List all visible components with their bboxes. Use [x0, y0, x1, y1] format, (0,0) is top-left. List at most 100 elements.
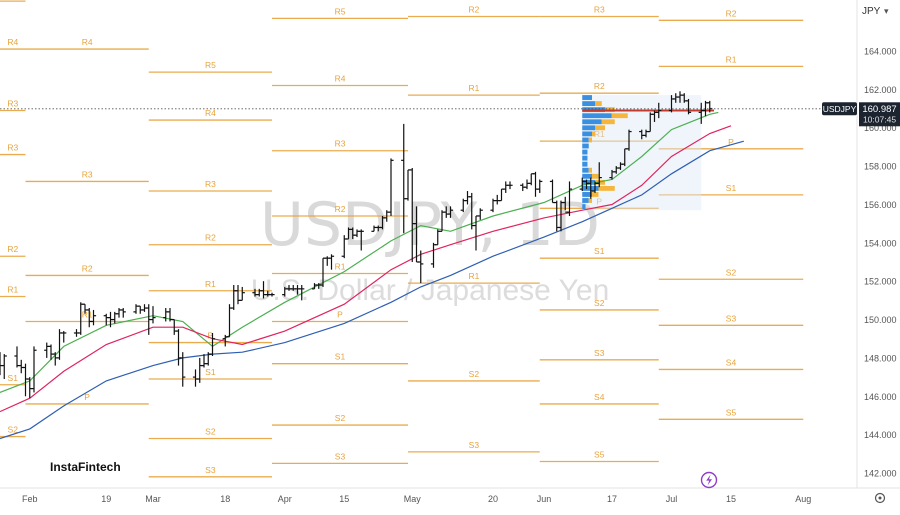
ohlc-bar: [163, 308, 169, 322]
ohlc-bar: [209, 332, 216, 356]
pivot-label: R1: [594, 129, 605, 139]
price-tick-label: 142.000: [864, 469, 897, 479]
pivot-label: S2: [469, 369, 480, 379]
volume-profile-bar: [595, 125, 605, 131]
pivot-label: R3: [7, 143, 18, 153]
ohlc-bar: [231, 285, 237, 310]
volume-profile-bar: [588, 137, 592, 143]
price-axis[interactable]: JPY ▾ 142.000 144.000 146.000 148.000 150.00…: [856, 0, 897, 488]
pivot-label: R3: [205, 179, 216, 189]
pivot-label: S1: [726, 183, 737, 193]
pivot-label: S4: [726, 357, 737, 367]
pivot-label: R1: [335, 262, 346, 272]
pivot-label: S1: [205, 367, 216, 377]
ohlc-bar: [418, 250, 424, 284]
volume-profile-bar: [592, 192, 599, 197]
volume-profile-bar: [582, 179, 596, 185]
ohlc-bar: [22, 363, 29, 397]
pivot-label: P: [337, 309, 343, 319]
pivot-label: R2: [468, 4, 479, 14]
volume-profile-bar: [582, 155, 588, 161]
volume-profile-bar: [582, 149, 588, 155]
time-tick-label: 19: [101, 494, 111, 504]
pivot-label: R1: [205, 279, 216, 289]
settings-gear-icon[interactable]: [874, 492, 886, 504]
ohlc-bar: [269, 292, 275, 297]
pivot-label: R2: [7, 244, 18, 254]
time-tick-label: Jun: [537, 494, 552, 504]
volume-profile-bar: [611, 113, 628, 119]
volume-profile-bar: [582, 173, 592, 179]
volume-profile-bar: [582, 204, 586, 209]
pivot-label: S2: [594, 298, 605, 308]
ohlc-bar: [537, 179, 543, 193]
volume-profile-bar: [595, 101, 602, 107]
ohlc-bar: [226, 304, 233, 338]
pivot-label: S4: [594, 392, 605, 402]
pivot-label: P: [596, 196, 602, 206]
pivot-label: S5: [726, 407, 737, 417]
price-tick-label: 146.000: [864, 392, 897, 402]
badge-countdown: 10:07:45: [863, 114, 896, 124]
lightning-event-icon[interactable]: [700, 471, 718, 489]
ohlc-bar: [44, 342, 50, 358]
badge-symbol-bg: [822, 102, 857, 116]
price-tick-label: 144.000: [864, 430, 897, 440]
ohlc-bar: [175, 329, 182, 366]
ohlc-bar: [1, 354, 7, 380]
price-tick-label: 158.000: [864, 162, 897, 172]
pivot-label: R1: [468, 83, 479, 93]
time-tick-label: Mar: [145, 494, 161, 504]
volume-profile-bar: [582, 119, 602, 125]
chevron-down-icon[interactable]: ▾: [884, 6, 889, 16]
time-tick-label: 15: [726, 494, 736, 504]
moving-average-line: [0, 111, 719, 393]
badge-price: 160.987: [862, 104, 896, 115]
volume-profile-bar: [582, 131, 592, 137]
ohlc-bar: [239, 286, 245, 301]
volume-profile-bar: [582, 101, 596, 107]
volume-profile-bar: [582, 125, 596, 131]
watermark-group: USDJPY, 1D U.S. Dollar / Japanese Yen: [251, 190, 610, 307]
pivot-label: S3: [726, 313, 737, 323]
time-tick-label: Jul: [666, 494, 678, 504]
volume-profile: [582, 95, 714, 211]
pivot-label: R4: [205, 108, 216, 118]
ohlc-bar: [566, 181, 573, 216]
ohlc-bar: [18, 359, 24, 374]
price-tick-label: 160.000: [864, 123, 897, 133]
time-tick-label: May: [404, 494, 422, 504]
pivot-label: R4: [82, 37, 93, 47]
ohlc-bar: [685, 98, 692, 115]
volume-profile-bar: [582, 95, 592, 100]
ohlc-bar: [358, 229, 364, 251]
pivot-label: R1: [7, 285, 18, 295]
ohlc-bar: [27, 377, 33, 399]
pivot-label: R4: [335, 74, 346, 84]
volume-profile-bar: [582, 113, 612, 119]
volume-profile-bar: [588, 167, 592, 173]
volume-profile-bar: [582, 143, 589, 149]
price-tick-label: 162.000: [864, 85, 897, 95]
pivot-label: R1: [726, 54, 737, 64]
pivot-label: S1: [594, 246, 605, 256]
ohlc-bar: [528, 173, 534, 186]
ohlc-bar: [14, 346, 20, 368]
time-tick-label: Feb: [22, 494, 38, 504]
brand-logo: InstaFintech: [50, 460, 121, 474]
ohlc-bar: [180, 352, 186, 387]
price-tick-label: 154.000: [864, 238, 897, 248]
pivot-label: S3: [335, 451, 346, 461]
volume-profile-bar: [601, 119, 615, 125]
pivot-label: P: [208, 331, 214, 341]
volume-profile-bar: [582, 137, 589, 143]
pivot-label: R2: [335, 204, 346, 214]
time-axis[interactable]: Feb 19 Mar 18 Apr 15 May 20 Jun 17 Jul 15 Aug: [0, 487, 900, 504]
moving-average-line: [0, 125, 732, 413]
pivot-label: R2: [82, 263, 93, 273]
pivot-label: S2: [8, 425, 19, 435]
pivot-label: R3: [335, 139, 346, 149]
ohlc-bar: [656, 102, 662, 119]
time-tick-label: 18: [220, 494, 230, 504]
